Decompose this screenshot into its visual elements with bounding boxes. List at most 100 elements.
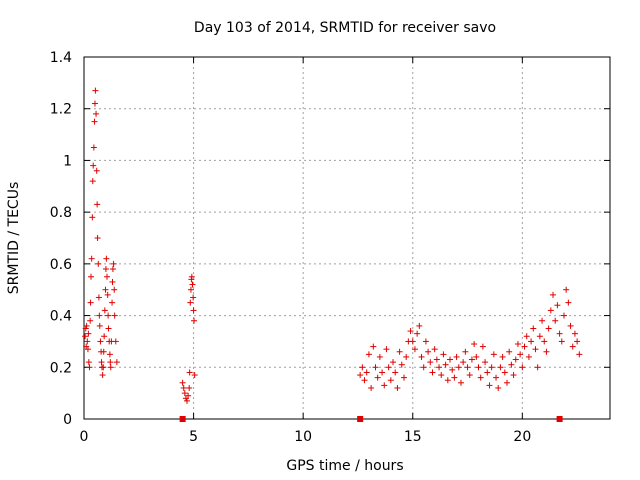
data-point	[88, 255, 95, 262]
data-point	[109, 266, 116, 273]
data-point	[84, 338, 91, 345]
data-point	[506, 348, 513, 355]
data-point	[372, 364, 379, 371]
data-point	[188, 273, 195, 280]
data-point	[462, 348, 469, 355]
data-point	[550, 291, 557, 298]
data-point	[93, 110, 100, 117]
y-tick-labels: 0 0.2 0.4 0.6 0.8 1 1.2 1.4	[50, 50, 72, 428]
data-point	[181, 390, 188, 397]
data-point	[418, 353, 425, 360]
data-point	[539, 317, 546, 324]
data-point	[100, 348, 107, 355]
data-point	[525, 353, 532, 360]
data-point	[488, 364, 495, 371]
data-point	[109, 278, 116, 285]
data-points	[82, 87, 583, 422]
y-tick-label: 0.8	[50, 205, 72, 221]
data-point	[376, 353, 383, 360]
y-tick-label: 1.4	[50, 50, 72, 66]
data-point	[394, 384, 401, 391]
zero-point-marker	[179, 416, 186, 422]
data-point	[392, 369, 399, 376]
chart-title: Day 103 of 2014, SRMTID for receiver sav…	[194, 20, 496, 36]
data-point	[455, 364, 462, 371]
y-tick-label: 1.2	[50, 102, 72, 118]
data-point	[438, 372, 445, 379]
data-point	[449, 366, 456, 373]
y-tick-label: 0.4	[50, 309, 72, 325]
data-point	[111, 312, 118, 319]
data-point	[189, 281, 196, 288]
data-point	[89, 214, 96, 221]
data-point	[113, 359, 120, 366]
data-point	[574, 338, 581, 345]
data-point	[464, 364, 471, 371]
data-point	[403, 353, 410, 360]
data-point	[87, 299, 94, 306]
axis-ticks	[83, 56, 610, 420]
data-point	[567, 322, 574, 329]
data-point	[547, 307, 554, 314]
data-point	[436, 364, 443, 371]
data-point	[411, 346, 418, 353]
data-point	[187, 299, 194, 306]
data-point	[93, 167, 100, 174]
y-tick-label: 0.6	[50, 257, 72, 273]
data-point	[179, 379, 186, 386]
y-tick-label: 0	[63, 412, 72, 428]
data-point	[383, 346, 390, 353]
grid-lines	[84, 57, 610, 419]
data-point	[519, 364, 526, 371]
data-point	[379, 369, 386, 376]
data-point	[510, 372, 517, 379]
data-point	[91, 118, 98, 125]
y-axis-label: SRMTID / TECUs	[6, 182, 22, 295]
data-point	[484, 369, 491, 376]
data-point	[104, 291, 111, 298]
data-point	[493, 374, 500, 381]
data-point	[83, 322, 90, 329]
data-point	[82, 333, 89, 340]
data-point	[471, 341, 478, 348]
data-point	[543, 348, 550, 355]
data-point	[87, 317, 94, 324]
data-point	[109, 299, 116, 306]
data-point	[107, 359, 114, 366]
data-point	[556, 330, 563, 337]
data-point	[187, 286, 194, 293]
data-point	[541, 338, 548, 345]
data-point	[385, 364, 392, 371]
data-point	[530, 325, 537, 332]
data-point	[184, 397, 191, 404]
data-point	[96, 312, 103, 319]
data-point	[420, 364, 427, 371]
data-point	[101, 307, 108, 314]
data-point	[357, 372, 364, 379]
data-point	[90, 162, 97, 169]
data-point	[95, 260, 102, 267]
x-tick-label: 20	[513, 429, 531, 445]
data-point	[398, 361, 405, 368]
data-point	[552, 317, 559, 324]
data-point	[473, 353, 480, 360]
data-point	[105, 325, 112, 332]
data-point	[477, 374, 484, 381]
data-point	[374, 374, 381, 381]
data-point	[363, 369, 370, 376]
data-point	[102, 266, 109, 273]
data-point	[576, 351, 583, 358]
data-point	[102, 286, 109, 293]
data-point	[82, 325, 89, 332]
data-point	[508, 361, 515, 368]
data-point	[468, 356, 475, 363]
data-point	[536, 333, 543, 340]
data-point	[563, 286, 570, 293]
data-point	[101, 333, 108, 340]
data-point	[191, 317, 198, 324]
data-point	[370, 343, 377, 350]
data-point	[396, 348, 403, 355]
data-point	[501, 369, 508, 376]
data-point	[565, 299, 572, 306]
data-point	[86, 364, 93, 371]
